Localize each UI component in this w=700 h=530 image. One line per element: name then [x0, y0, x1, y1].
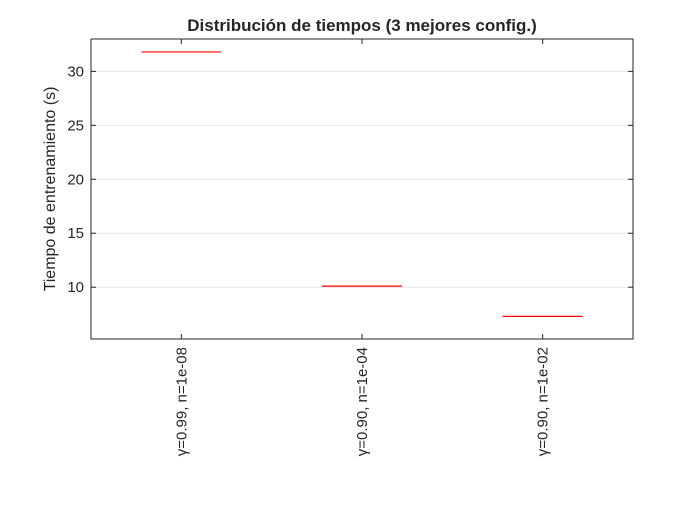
x-axis-ticks: γ=0.99, n=1e-08 γ=0.90, n=1e-04 γ=0.90, n=… — [173, 39, 552, 456]
median-lines — [141, 51, 583, 317]
y-tick-label: 20 — [67, 171, 84, 188]
x-tick-label: γ=0.90, n=1e-04 — [354, 347, 371, 456]
grid-lines — [91, 70, 633, 288]
x-tick-label: γ=0.90, n=1e-02 — [535, 347, 552, 456]
chart-title: Distribución de tiempos (3 mejores confi… — [187, 16, 537, 35]
x-tick-label: γ=0.99, n=1e-08 — [173, 347, 190, 456]
y-tick-label: 10 — [67, 279, 84, 296]
y-axis-ticks: 10 15 20 25 30 — [67, 63, 633, 296]
y-tick-label: 30 — [67, 63, 84, 80]
y-tick-label: 25 — [67, 117, 84, 134]
y-tick-label: 15 — [67, 225, 84, 242]
y-axis-label: Tiempo de entrenamiento (s) — [42, 87, 59, 292]
plot-background — [91, 39, 633, 339]
